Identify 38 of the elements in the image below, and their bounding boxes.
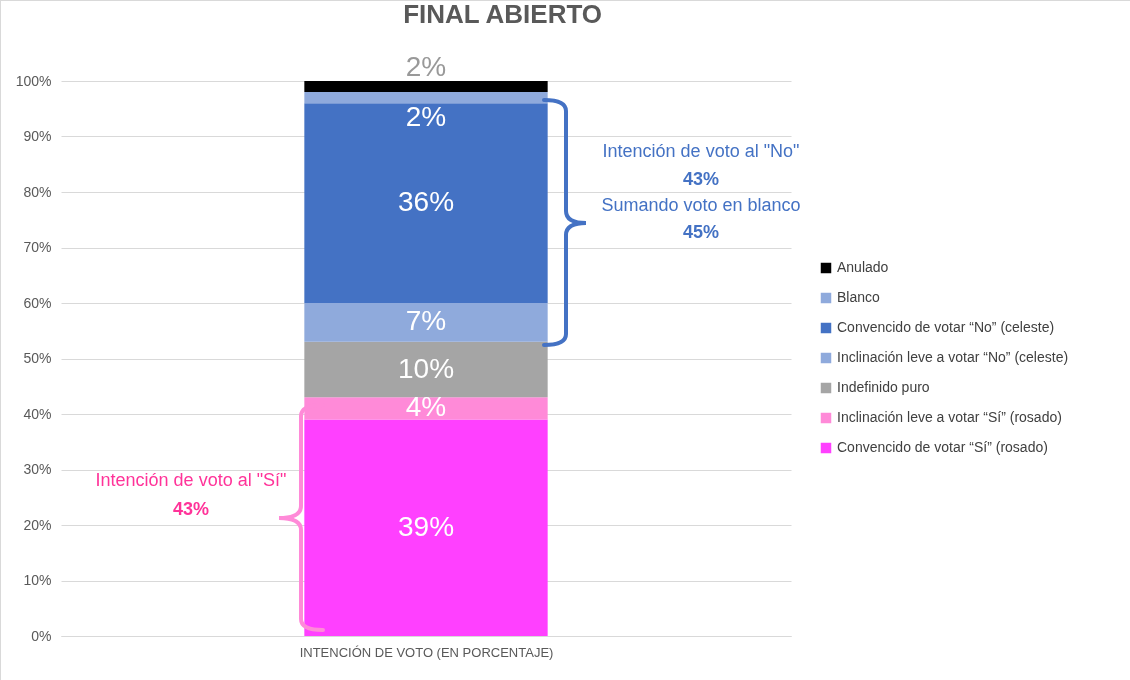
data-label: 39% bbox=[397, 510, 455, 542]
annotation: Intención de voto al "No" bbox=[602, 140, 800, 162]
bar bbox=[304, 397, 548, 420]
data-label: 7% bbox=[405, 305, 447, 337]
annotation: Sumando voto en blanco bbox=[601, 194, 801, 216]
annotation: 45% bbox=[682, 221, 720, 243]
bar bbox=[304, 341, 548, 398]
data-label: 2% bbox=[405, 100, 447, 132]
bar bbox=[304, 303, 548, 342]
legend-label: Inclinación leve a votar “No” (celeste) bbox=[837, 349, 1069, 365]
y-tick-label: 90% bbox=[23, 128, 52, 144]
x-axis-title: INTENCIÓN DE VOTO (EN PORCENTAJE) bbox=[299, 644, 554, 660]
y-tick-label: 60% bbox=[23, 294, 52, 311]
y-tick-label: 40% bbox=[23, 405, 52, 422]
bar bbox=[304, 81, 548, 93]
y-tick-label: 70% bbox=[23, 239, 52, 255]
chart-title: FINAL ABIERTO bbox=[403, 0, 603, 29]
y-tick-label: 50% bbox=[23, 350, 52, 366]
y-tick-label: 30% bbox=[23, 461, 52, 477]
legend-label: Convencido de votar “No” (celeste) bbox=[837, 319, 1055, 335]
bar bbox=[304, 92, 548, 104]
annotation: 43% bbox=[172, 498, 210, 520]
annotation: 43% bbox=[682, 168, 720, 190]
legend-label: Inclinación leve a votar “Sí” (rosado) bbox=[837, 409, 1062, 425]
y-tick-label: 20% bbox=[23, 516, 52, 533]
y-tick-label: 100% bbox=[15, 72, 52, 89]
legend-label: Blanco bbox=[837, 289, 881, 305]
y-tick-label: 0% bbox=[31, 627, 52, 644]
y-tick-label: 10% bbox=[23, 572, 52, 588]
data-label: 4% bbox=[405, 391, 447, 423]
legend-label: Anulado bbox=[837, 259, 889, 275]
annotation: Intención de voto al "Sí" bbox=[95, 469, 287, 491]
legend-label: Convencido de votar “Sí” (rosado) bbox=[837, 439, 1048, 455]
data-label: 10% bbox=[397, 352, 455, 384]
legend-label: Indefinido puro bbox=[837, 379, 930, 395]
data-label: 2% bbox=[405, 50, 447, 82]
data-label: 36% bbox=[397, 186, 455, 218]
y-tick-label: 80% bbox=[23, 183, 52, 200]
